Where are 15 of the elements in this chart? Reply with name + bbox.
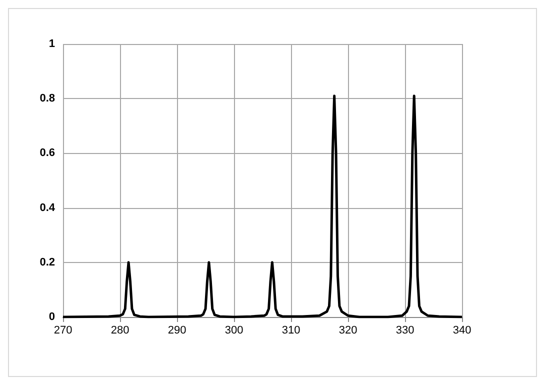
x-tick-label: 320 [338,324,358,336]
y-tick-label: 1 [48,38,55,50]
x-tick-label: 290 [168,324,186,336]
y-tick-label: 0.2 [40,256,55,268]
y-tick-label: 0.6 [40,147,55,160]
x-tick-label: 280 [110,324,130,336]
y-tick-label: 0.8 [40,92,55,105]
line-series [62,94,464,318]
x-tick-label: 310 [282,324,300,336]
y-tick-label: 0 [48,311,55,323]
x-tick-label: 300 [224,324,244,336]
x-tick-label: 270 [54,324,72,336]
y-tick-label: 0.4 [40,202,56,214]
x-tick-label: 330 [396,324,414,336]
x-tick-label: 340 [452,324,472,336]
